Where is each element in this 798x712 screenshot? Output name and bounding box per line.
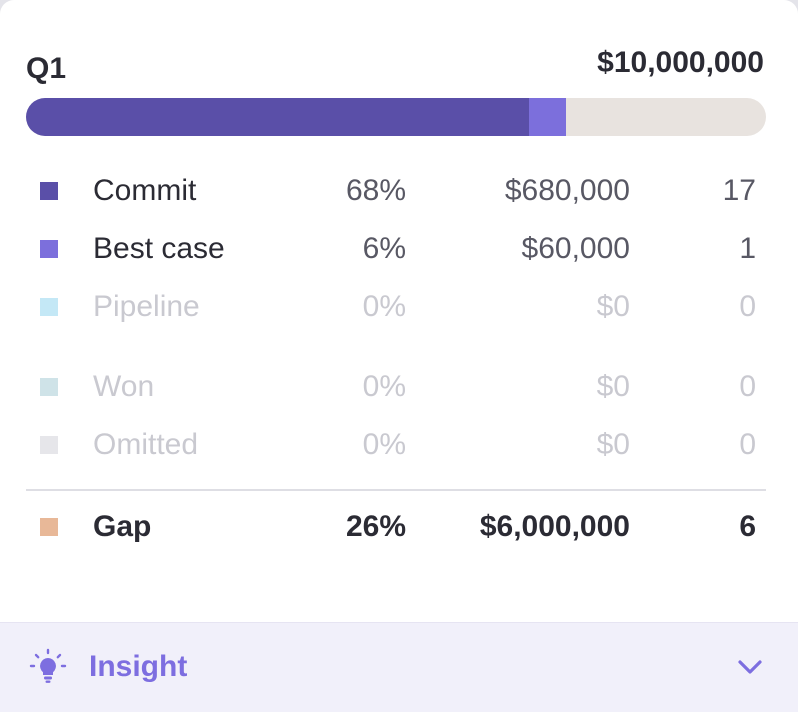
omitted-swatch (40, 436, 58, 454)
progress-segment-best-case (529, 98, 567, 136)
row-gap: Gap 26% $6,000,000 6 (26, 494, 766, 554)
row-label: Pipeline (93, 290, 200, 323)
progress-bar (26, 98, 766, 136)
row-amount: $60,000 (521, 232, 630, 265)
row-percent: 0% (362, 290, 406, 323)
row-count: 17 (722, 174, 756, 207)
row-percent: 6% (362, 232, 406, 265)
divider (26, 489, 766, 491)
row-percent: 0% (362, 428, 406, 461)
commit-swatch (40, 182, 58, 200)
card-header: Q1 $10,000,000 (26, 44, 764, 88)
insight-label: Insight (89, 650, 188, 683)
best-case-swatch (40, 240, 58, 258)
row-percent: 0% (362, 370, 406, 403)
chevron-down-icon[interactable] (736, 657, 764, 677)
row-count: 0 (739, 290, 756, 323)
lightbulb-icon (29, 648, 67, 683)
category-list: Commit 68% $680,000 17 Best case 6% $60,… (26, 160, 766, 472)
row-count: 1 (739, 232, 756, 265)
row-amount: $0 (596, 370, 630, 403)
row-won[interactable]: Won 0% $0 0 (26, 356, 766, 414)
row-percent: 68% (345, 174, 406, 207)
row-label: Won (93, 370, 155, 403)
row-amount: $0 (596, 428, 630, 461)
target-amount: $10,000,000 (597, 46, 764, 79)
period-label: Q1 (26, 52, 67, 85)
row-best-case[interactable]: Best case 6% $60,000 1 (26, 218, 766, 276)
progress-segment-commit (26, 98, 530, 136)
row-label: Commit (93, 174, 197, 207)
insight-toggle[interactable]: Insight (0, 622, 798, 712)
row-count: 0 (739, 428, 756, 461)
row-commit[interactable]: Commit 68% $680,000 17 (26, 160, 766, 218)
row-label: Omitted (93, 428, 199, 461)
row-label: Best case (93, 232, 225, 265)
row-amount: $680,000 (504, 174, 630, 207)
row-pipeline[interactable]: Pipeline 0% $0 0 (26, 276, 766, 334)
won-swatch (40, 378, 58, 396)
gap-amount: $6,000,000 (479, 510, 630, 543)
gap-percent: 26% (345, 510, 406, 543)
gap-label: Gap (93, 510, 152, 543)
row-omitted[interactable]: Omitted 0% $0 0 (26, 414, 766, 472)
row-amount: $0 (596, 290, 630, 323)
gap-count: 6 (739, 510, 756, 543)
gap-swatch (40, 518, 58, 536)
pipeline-swatch (40, 298, 58, 316)
row-count: 0 (739, 370, 756, 403)
